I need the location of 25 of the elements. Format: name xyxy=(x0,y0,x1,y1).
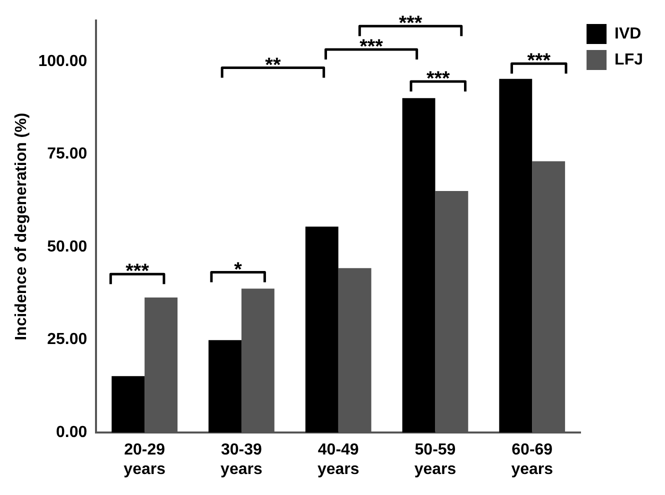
y-axis-title: Incidence of degeneration (%) xyxy=(13,112,30,340)
annotation: *** xyxy=(126,260,150,283)
annotation: *** xyxy=(426,68,450,90)
y-tick-label: 50.00 xyxy=(47,238,88,256)
bar xyxy=(112,376,145,433)
x-tick-label: 20-29 years xyxy=(124,442,166,478)
y-tick-label: 25.00 xyxy=(47,331,88,348)
annotation: *** xyxy=(398,12,422,35)
bar xyxy=(305,226,338,433)
legend-label: LFJ xyxy=(614,51,644,68)
legend-label: IVD xyxy=(614,25,642,42)
y-tick-label: 100.00 xyxy=(38,52,88,70)
y-tick-label: 0.00 xyxy=(56,424,88,442)
annotation: * xyxy=(234,258,242,281)
annotation: *** xyxy=(360,36,384,58)
x-tick-label: 50-59 years xyxy=(414,442,456,478)
x-tick-label: 60-69 years xyxy=(511,442,554,478)
annotation: ** xyxy=(265,54,281,76)
bar xyxy=(208,340,242,433)
y-tick-label: 75.00 xyxy=(47,146,88,163)
annotation: *** xyxy=(527,50,551,72)
x-tick-label: 40-49 years xyxy=(317,442,360,478)
bar xyxy=(402,98,436,433)
x-tick-label: 30-39 years xyxy=(220,442,262,478)
bar xyxy=(499,78,532,433)
